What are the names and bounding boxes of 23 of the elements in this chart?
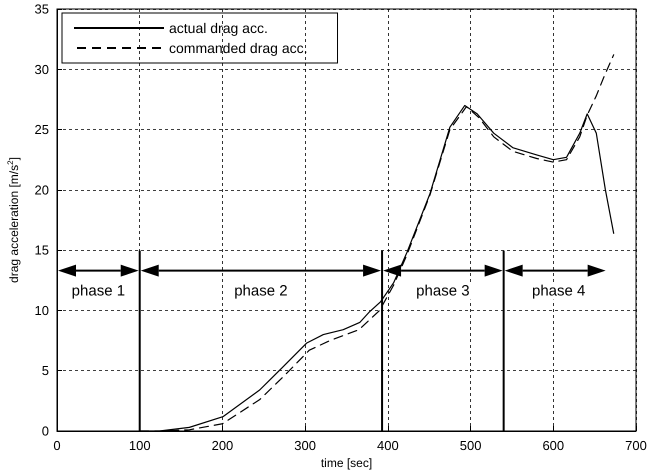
x-tick-label: 300 xyxy=(294,438,316,453)
x-tick-label: 700 xyxy=(625,438,647,453)
x-tick-label: 100 xyxy=(128,438,151,453)
x-tick-label: 600 xyxy=(542,438,564,453)
y-tick-label: 10 xyxy=(34,302,49,318)
y-tick-label: 5 xyxy=(42,363,49,378)
legend-label: actual drag acc. xyxy=(169,20,268,36)
y-tick-label: 20 xyxy=(34,182,49,198)
x-tick-label: 500 xyxy=(460,438,482,453)
y-tick-label: 30 xyxy=(34,62,49,77)
y-tick-label: 0 xyxy=(42,424,49,438)
y-tick-label: 35 xyxy=(34,2,49,16)
x-tick-label: 0 xyxy=(53,438,61,453)
annotation: phase 4 xyxy=(532,282,586,300)
y-tick-label: 25 xyxy=(34,122,49,138)
x-tick-label: 200 xyxy=(212,438,234,453)
x-axis-title: time [sec] xyxy=(320,456,372,470)
annotation: phase 3 xyxy=(416,282,470,300)
annotation: phase 2 xyxy=(234,282,288,300)
legend-label: commanded drag acc. xyxy=(169,40,308,56)
y-tick-label: 15 xyxy=(34,242,49,258)
annotation: phase 1 xyxy=(72,282,126,300)
x-tick-label: 400 xyxy=(377,438,399,453)
